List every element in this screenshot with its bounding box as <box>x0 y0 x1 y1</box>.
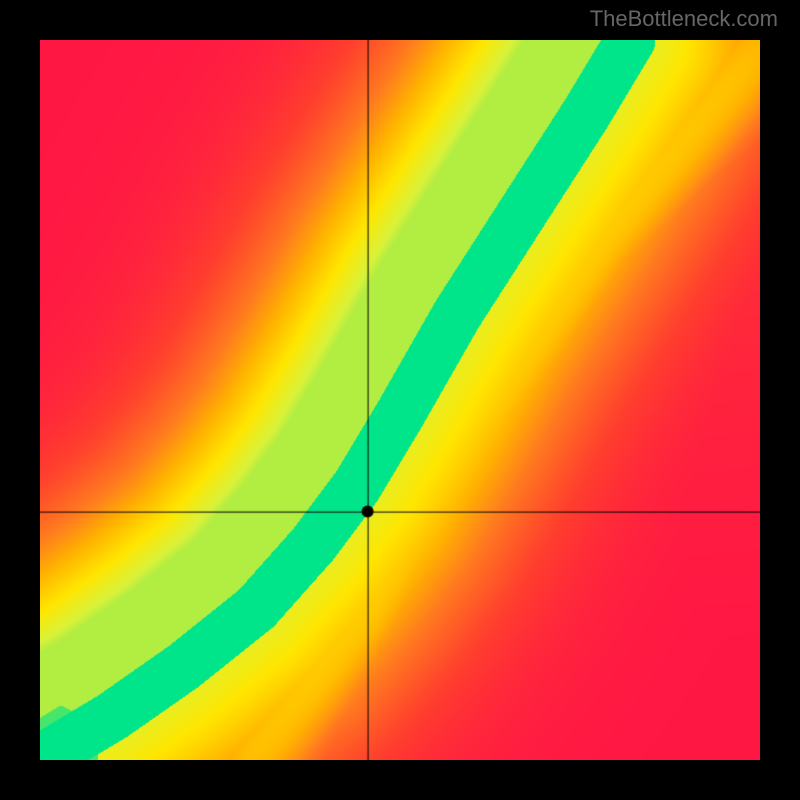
heatmap-canvas <box>40 40 760 760</box>
watermark-text: TheBottleneck.com <box>590 6 778 32</box>
chart-container: TheBottleneck.com <box>0 0 800 800</box>
